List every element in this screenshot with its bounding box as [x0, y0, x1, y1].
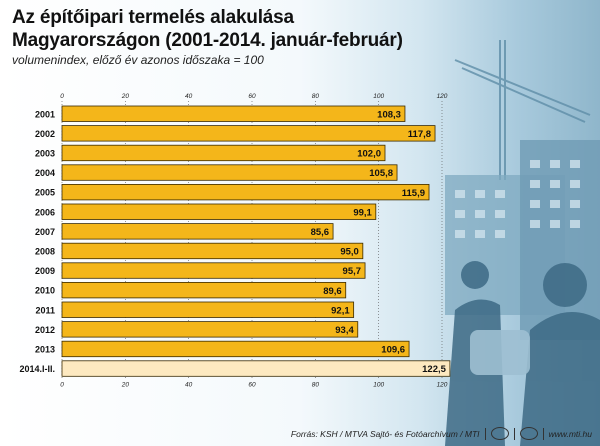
category-label: 2010: [35, 286, 55, 296]
bar-chart: 0 0 20 20 40 40 60 60 80 80 100 100 120 120 2001 108,3 2…: [19, 93, 451, 388]
tick-label-bottom: 0: [60, 381, 64, 388]
category-label: 2004: [35, 168, 55, 178]
bar: [61, 105, 406, 122]
tick-label-top: 0: [60, 93, 64, 100]
category-label: 2011: [35, 305, 55, 315]
source-footer: Forrás: KSH / MTVA Sajtó- és Fotóarchívu…: [291, 427, 592, 440]
bar: [61, 242, 364, 260]
separator: [513, 427, 515, 440]
website-text: www.mti.hu: [548, 428, 592, 439]
bar: [61, 223, 334, 240]
bar: [61, 164, 398, 181]
tick-label-top: 100: [373, 93, 384, 100]
data-label: 92,1: [331, 305, 350, 316]
separator: [542, 427, 544, 440]
tick-label-top: 120: [437, 93, 448, 100]
data-label: 89,6: [323, 286, 342, 297]
data-label: 95,7: [343, 266, 362, 277]
tick-label-top: 80: [312, 93, 320, 100]
bar: [61, 184, 430, 201]
bar: [61, 301, 355, 318]
tick-label-bottom: 100: [373, 381, 384, 388]
data-label: 85,6: [311, 227, 330, 238]
tick-label-bottom: 20: [121, 381, 130, 388]
tick-label-top: 20: [121, 93, 130, 100]
mti-logo-icon: [519, 427, 538, 440]
category-label: 2001: [35, 109, 55, 119]
category-label: 2013: [35, 344, 55, 354]
category-label: 2007: [35, 227, 55, 237]
mtva-logo-icon: [490, 427, 509, 440]
bar: [61, 360, 451, 377]
category-label: 2012: [35, 325, 55, 335]
data-label: 109,6: [381, 345, 405, 356]
category-label: 2002: [35, 129, 55, 139]
data-label: 108,3: [377, 109, 401, 120]
bar: [61, 203, 377, 220]
bar: [61, 321, 359, 338]
tick-label-bottom: 120: [437, 381, 448, 388]
data-label: 95,0: [340, 247, 359, 258]
tick-label-bottom: 40: [185, 381, 193, 388]
bar: [61, 262, 366, 279]
bar: [61, 144, 386, 162]
category-label: 2003: [35, 148, 55, 158]
data-label: 117,8: [408, 129, 431, 140]
bar: [61, 281, 347, 299]
category-label: 2009: [35, 266, 55, 276]
chart-title: Az építőipari termelés alakulása Magyaro…: [12, 7, 403, 51]
data-label: 105,8: [369, 168, 393, 179]
source-text: Forrás: KSH / MTVA Sajtó- és Fotóarchívu…: [290, 428, 480, 439]
category-label: 2008: [35, 246, 55, 256]
data-label: 122,5: [422, 364, 446, 375]
tick-label-top: 40: [185, 93, 193, 100]
category-label: 2006: [35, 207, 55, 217]
chart-subtitle: volumenindex, előző év azonos időszaka =…: [12, 53, 264, 67]
tick-label-bottom: 80: [312, 381, 320, 388]
tick-label-top: 60: [248, 93, 256, 100]
category-label: 2014.I-II.: [19, 364, 55, 374]
separator: [484, 427, 486, 440]
data-label: 99,1: [353, 207, 372, 218]
tick-label-bottom: 60: [248, 381, 256, 388]
data-label: 93,4: [335, 325, 354, 336]
bar: [61, 125, 436, 142]
data-label: 102,0: [357, 149, 381, 160]
data-label: 115,9: [402, 188, 425, 199]
bar: [61, 340, 410, 358]
category-label: 2005: [35, 188, 55, 198]
